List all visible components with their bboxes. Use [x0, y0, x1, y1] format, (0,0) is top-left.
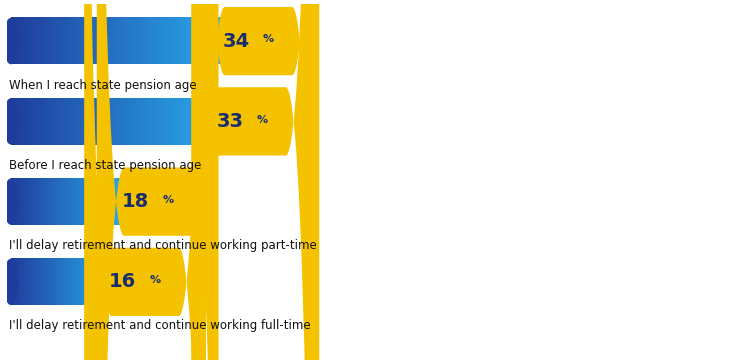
Text: 33: 33	[217, 112, 244, 131]
Ellipse shape	[116, 178, 132, 225]
Text: 18: 18	[122, 192, 149, 211]
Text: Before I reach state pension age: Before I reach state pension age	[9, 159, 201, 172]
Text: When I reach state pension age: When I reach state pension age	[9, 79, 196, 92]
Text: 16: 16	[110, 272, 137, 291]
FancyBboxPatch shape	[191, 0, 313, 364]
Text: %: %	[263, 34, 274, 44]
FancyBboxPatch shape	[97, 0, 218, 364]
Ellipse shape	[3, 178, 19, 225]
Ellipse shape	[211, 98, 226, 145]
Text: I'll delay retirement and continue working full-time: I'll delay retirement and continue worki…	[9, 319, 310, 332]
Text: I'll delay retirement and continue working part-time: I'll delay retirement and continue worki…	[9, 239, 317, 252]
Text: 34: 34	[223, 32, 250, 51]
FancyBboxPatch shape	[198, 0, 319, 364]
Ellipse shape	[3, 259, 19, 305]
Ellipse shape	[217, 18, 233, 64]
Text: %: %	[257, 115, 268, 124]
Ellipse shape	[3, 98, 19, 145]
Text: %: %	[150, 275, 161, 285]
Ellipse shape	[104, 259, 120, 305]
Text: %: %	[162, 195, 174, 205]
FancyBboxPatch shape	[84, 0, 206, 364]
Ellipse shape	[3, 18, 19, 64]
